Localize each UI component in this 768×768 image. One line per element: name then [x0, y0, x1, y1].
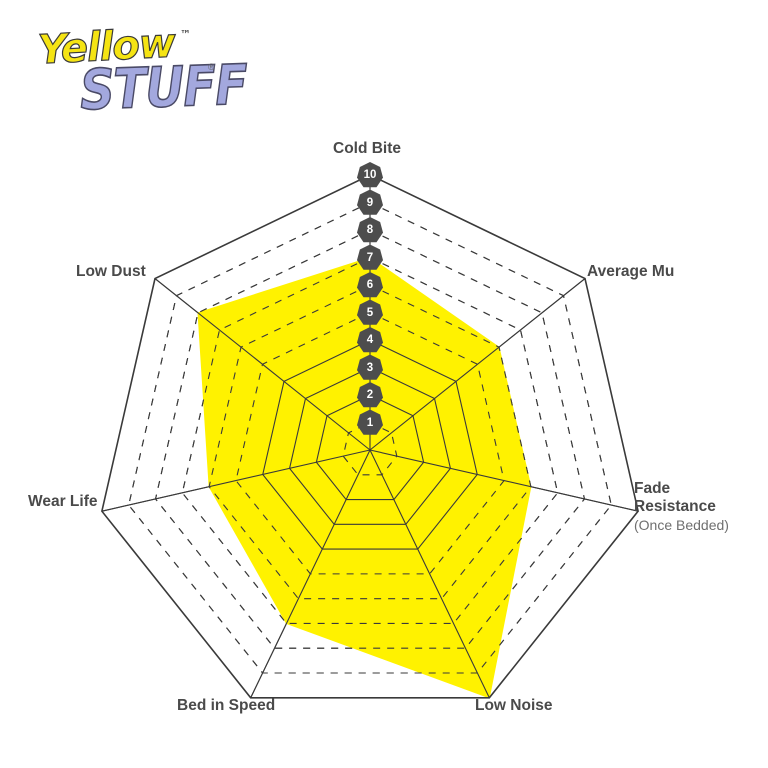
axis-label-low-dust: Low Dust	[76, 263, 146, 281]
axis-label-text: Wear Life	[28, 493, 98, 510]
logo-registered-icon: ®	[208, 62, 215, 72]
axis-label-cold-bite: Cold Bite	[333, 140, 401, 158]
radar-spoke-2	[369, 449, 639, 512]
axis-label-low-noise: Low Noise	[475, 697, 553, 715]
axis-label-text: Low Noise	[475, 697, 553, 714]
axis-label-text: Low Dust	[76, 263, 146, 280]
radar-ring-overlay-9	[128, 201, 612, 674]
axis-label-wear-life: Wear Life	[28, 493, 98, 511]
axis-label-text: Average Mu	[587, 263, 675, 280]
axis-label-sublabel: (Once Bedded)	[634, 516, 729, 533]
axis-label-fade-resistance: Fade Resistance (Once Bedded)	[634, 480, 729, 533]
axis-label-text-line1: Fade	[634, 480, 671, 497]
radar-spoke-3	[369, 449, 490, 699]
radar-series-polygon	[197, 256, 532, 699]
logo-trademark-icon: ™	[180, 28, 191, 41]
radar-spoke-6	[154, 278, 371, 451]
radar-spoke-4	[250, 449, 371, 699]
radar-ring-overlay-2	[315, 394, 425, 501]
axis-label-average-mu: Average Mu	[587, 263, 674, 281]
yellowstuff-logo: Yellow ™ STUFF ®	[32, 20, 248, 127]
radar-ring-overlay-4	[262, 339, 478, 550]
radar-ring-overlay-3	[288, 366, 452, 525]
radar-gridlines-overlay	[101, 174, 639, 699]
axis-label-text: Bed in Speed	[177, 697, 276, 714]
axis-label-text-line2: Resistance	[634, 498, 716, 516]
axis-label-text: Cold Bite	[333, 140, 402, 157]
radar-spoke-5	[101, 449, 371, 512]
radar-spoke-1	[369, 278, 586, 451]
axis-label-bed-in-speed: Bed in Speed	[177, 697, 275, 715]
radar-ring-10	[101, 174, 639, 699]
